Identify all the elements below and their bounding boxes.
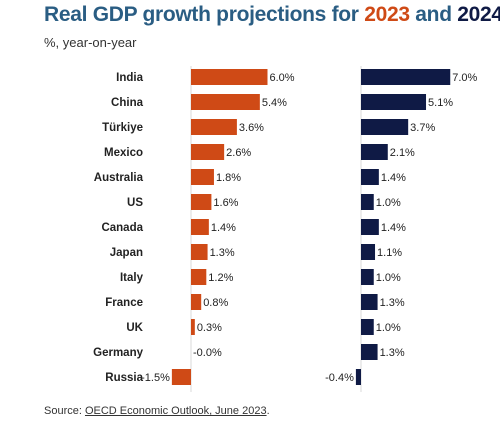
- data-label-2023-uk: 0.3%: [197, 322, 222, 334]
- data-label-2024-russia: -0.4%: [325, 372, 354, 384]
- category-label-italy: Italy: [120, 272, 144, 284]
- data-label-2024-germany: 1.3%: [380, 347, 405, 359]
- bar-2024-uk: [361, 319, 374, 335]
- bar-2023-mexico: [191, 144, 225, 160]
- bar-2024-italy: [361, 269, 374, 285]
- bar-2024-canada: [361, 219, 379, 235]
- category-label-japan: Japan: [110, 247, 143, 259]
- bar-2023-italy: [191, 269, 207, 285]
- data-label-2023-italy: 1.2%: [208, 272, 233, 284]
- bar-2023-uk: [191, 319, 195, 335]
- bar-2024-russia: [355, 369, 361, 385]
- category-label-canada: Canada: [101, 222, 143, 234]
- category-label-us: US: [127, 197, 143, 209]
- data-label-2023-canada: 1.4%: [211, 222, 236, 234]
- data-label-2023-germany: -0.0%: [193, 347, 222, 359]
- bar-2023-t-rkiye: [191, 119, 237, 135]
- bar-2024-japan: [361, 244, 376, 260]
- bar-2024-us: [361, 194, 374, 210]
- category-label-china: China: [111, 97, 144, 109]
- bar-2024-china: [361, 94, 427, 110]
- data-label-2024-japan: 1.1%: [377, 247, 402, 259]
- bar-chart: India 6.0% 7.0% China 5.4% 5.1% Türkiye 3.6% 3.7…: [93, 66, 478, 392]
- chart-title: Real GDP growth projections for 2023 and…: [44, 3, 500, 27]
- bar-2023-china: [191, 94, 260, 110]
- data-label-2023-mexico: 2.6%: [226, 147, 251, 159]
- bar-2023-us: [191, 194, 212, 210]
- data-label-2024-italy: 1.0%: [376, 272, 401, 284]
- data-label-2024-us: 1.0%: [376, 197, 401, 209]
- bar-2023-india: [191, 69, 268, 85]
- bar-2023-canada: [191, 219, 209, 235]
- bar-2024-australia: [361, 169, 379, 185]
- bar-2023-australia: [191, 169, 214, 185]
- data-label-2024-france: 1.3%: [380, 297, 405, 309]
- category-label-france: France: [105, 297, 143, 309]
- data-label-2024-australia: 1.4%: [381, 172, 406, 184]
- data-label-2023-t-rkiye: 3.6%: [239, 122, 264, 134]
- data-label-2023-russia: -1.5%: [141, 372, 170, 384]
- data-label-2024-t-rkiye: 3.7%: [410, 122, 435, 134]
- bar-2023-france: [191, 294, 202, 310]
- data-label-2023-us: 1.6%: [213, 197, 238, 209]
- data-label-2023-china: 5.4%: [262, 97, 287, 109]
- category-label-mexico: Mexico: [104, 147, 143, 159]
- chart-subtitle: %, year-on-year: [44, 35, 137, 50]
- bar-2023-russia: [171, 369, 191, 385]
- bar-2024-germany: [361, 344, 378, 360]
- source-prefix: Source:: [44, 405, 85, 417]
- category-label-india: India: [116, 72, 143, 84]
- category-label-germany: Germany: [93, 347, 143, 359]
- category-label-t-rkiye: Türkiye: [102, 122, 143, 134]
- title-year-2024: 2024: [457, 3, 500, 26]
- category-label-russia: Russia: [105, 372, 143, 384]
- bar-2024-mexico: [361, 144, 388, 160]
- bar-2024-india: [361, 69, 451, 85]
- data-label-2023-france: 0.8%: [203, 297, 228, 309]
- source-suffix: .: [266, 405, 270, 417]
- category-label-uk: UK: [126, 322, 143, 334]
- title-text: Real GDP growth projections for: [44, 3, 365, 26]
- source-note: Source: OECD Economic Outlook, June 2023…: [44, 405, 270, 417]
- data-label-2023-japan: 1.3%: [210, 247, 235, 259]
- data-label-2023-australia: 1.8%: [216, 172, 241, 184]
- source-link[interactable]: OECD Economic Outlook, June 2023: [84, 405, 267, 417]
- bar-2024-t-rkiye: [361, 119, 409, 135]
- data-label-2023-india: 6.0%: [270, 72, 295, 84]
- data-label-2024-china: 5.1%: [428, 97, 453, 109]
- title-connector: and: [409, 3, 458, 26]
- data-label-2024-uk: 1.0%: [376, 322, 401, 334]
- data-label-2024-india: 7.0%: [452, 72, 477, 84]
- data-label-2024-canada: 1.4%: [381, 222, 406, 234]
- data-label-2024-mexico: 2.1%: [390, 147, 415, 159]
- category-label-australia: Australia: [94, 172, 144, 184]
- title-year-2023: 2023: [364, 3, 410, 26]
- bar-2024-france: [361, 294, 378, 310]
- bar-2023-japan: [191, 244, 208, 260]
